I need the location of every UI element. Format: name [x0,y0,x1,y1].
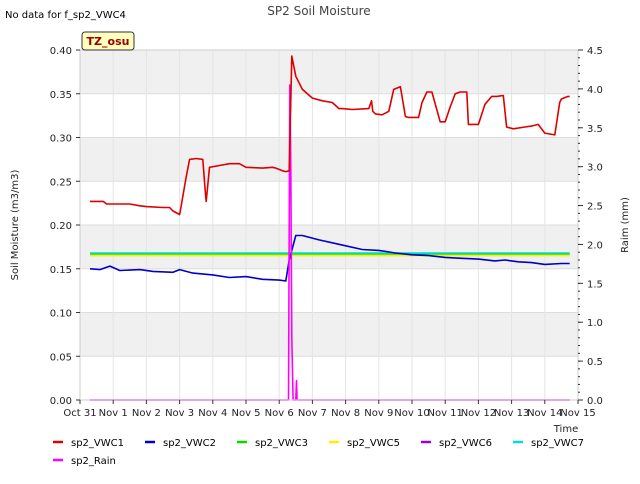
y2-tick-label: 3.5 [587,124,603,135]
y-tick-label: 0.20 [50,221,72,232]
y-tick-label: 0.30 [50,134,72,145]
y-tick-label: 0.10 [50,309,72,320]
y2-axis-label: Raim (mm) [620,197,631,253]
y-tick-label: 0.00 [50,396,72,407]
x-tick-label: Nov 6 [265,408,294,419]
y-tick-label: 0.40 [50,46,72,57]
grid-band [80,50,578,94]
x-tick-label: Nov 7 [298,408,327,419]
x-axis: Oct 31 Nov 1 Nov 2 Nov 3 Nov 4 Nov 5 Nov 6 Nov … [63,400,596,419]
x-axis-label: Time [553,424,578,435]
x-tick-label: Nov 12 [461,408,496,419]
y2-tick-label: 2.5 [587,202,603,213]
series-line-sp2-vwc2 [89,234,570,282]
chart-title: SP2 Soil Moisture [267,4,370,18]
x-tick-label: Nov 14 [527,408,562,419]
legend-label-sp2-vwc2: sp2_VWC2 [163,438,216,449]
no-data-note: No data for f_sp2_VWC4 [5,10,126,21]
x-tick-label: Nov 9 [364,408,393,419]
y2-tick-label: 1.0 [587,318,603,329]
x-tick-label: Oct 31 [63,408,96,419]
x-tick-label: Nov 11 [427,408,462,419]
series-line-sp2-vwc1 [90,55,570,216]
y2-tick-label: 0.5 [587,357,603,368]
grid-band [80,225,578,269]
y-tick-label: 0.15 [50,265,72,276]
x-tick-label: Nov 3 [165,408,194,419]
y2-tick-label: 4.0 [587,85,603,96]
timezone-badge: TZ_osu [81,31,135,51]
x-tick-label: Nov 4 [198,408,227,419]
x-tick-label: Nov 10 [394,408,429,419]
x-tick-label: Nov 15 [560,408,595,419]
x-tick-label: Nov 8 [331,408,360,419]
legend-label-sp2-vwc1: sp2_VWC1 [71,438,124,449]
y-tick-label: 0.25 [50,177,72,188]
y2-tick-label: 1.5 [587,279,603,290]
x-tick-label: Nov 1 [99,408,128,419]
y-axis-left: 0.00 0.05 0.10 0.15 0.20 0.25 0.30 0.35 0.40 [50,46,80,407]
y2-tick-label: 0.0 [587,396,603,407]
legend-label-sp2-vwc7: sp2_VWC7 [531,438,584,449]
y-axis-label: Soil Moisture (m3/m3) [10,170,21,281]
grid-band [80,312,578,357]
timezone-badge-label: TZ_osu [87,35,130,48]
legend-label-sp2-vwc6: sp2_VWC6 [439,438,492,449]
grid-band [80,137,578,182]
x-tick-label: Nov 13 [494,408,529,419]
y2-tick-label: 2.0 [587,240,603,251]
legend-label-sp2-rain: sp2_Rain [71,456,116,467]
y-axis-right: 0.0 0.5 1.0 1.5 2.0 2.5 3.0 3.5 4.0 4.5 [578,46,603,407]
x-tick-label: Nov 5 [231,408,260,419]
x-tick-label: Nov 2 [132,408,161,419]
y2-tick-label: 4.5 [587,46,603,57]
y2-tick-label: 3.0 [587,163,603,174]
legend: sp2_VWC1 sp2_VWC2 sp2_VWC3 sp2_VWC5 sp2_VWC6… [53,438,584,467]
y-tick-label: 0.05 [50,352,72,363]
legend-label-sp2-vwc3: sp2_VWC3 [255,438,308,449]
legend-label-sp2-vwc5: sp2_VWC5 [347,438,400,449]
y-tick-label: 0.35 [50,90,72,101]
